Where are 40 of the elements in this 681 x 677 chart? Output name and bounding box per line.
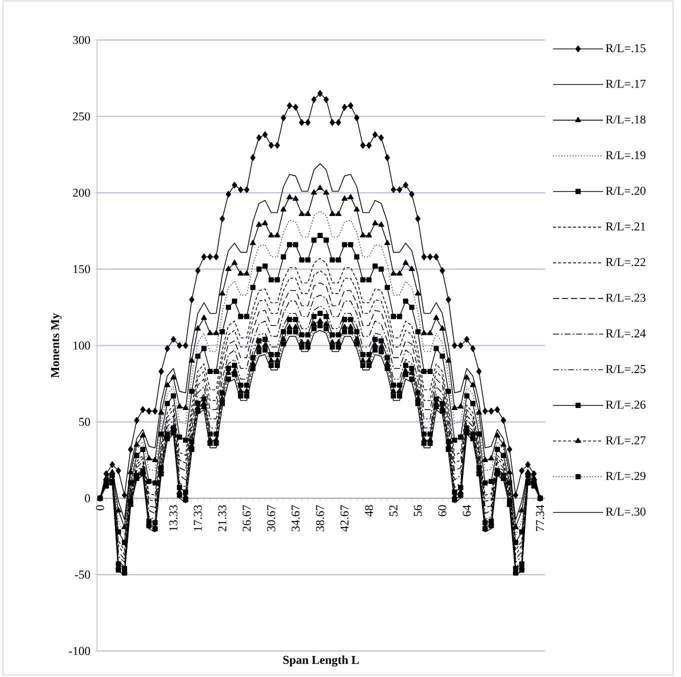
y-tick-label: 200: [73, 188, 90, 197]
x-tick-label: 42.67: [340, 505, 349, 532]
x-tick-label: 0: [96, 505, 104, 510]
x-tick-label: 48: [364, 505, 374, 517]
legend-label: R/L=.23: [606, 294, 646, 302]
x-tick-label: 38.67: [316, 505, 324, 532]
x-tick-label: 26.67: [242, 505, 251, 532]
legend-label: R/L=.25: [606, 365, 646, 374]
x-tick-label: 21.33: [218, 505, 226, 532]
legend-label: R/L=.29: [606, 472, 646, 480]
y-tick-label: 100: [74, 341, 90, 350]
y-tick-label: -100: [68, 646, 90, 656]
legend-label: R/L=.30: [606, 508, 646, 516]
x-tick-label: 60: [438, 505, 446, 516]
legend-label: R/L=.19: [606, 151, 646, 160]
x-tick-label: 13.33: [169, 505, 178, 531]
legend-label: R/L=.24: [606, 329, 646, 338]
x-tick-label: 64: [462, 504, 471, 516]
x-tick-label: 17.33: [194, 505, 202, 531]
x-tick-label: 77.34: [536, 504, 544, 531]
y-tick-label: 50: [79, 418, 90, 426]
y-tick-label: 300: [73, 36, 90, 44]
legend-label: R/L=.18: [606, 115, 646, 124]
y-tick-label: 250: [73, 112, 90, 120]
legend-label: R/L=.22: [606, 258, 646, 266]
legend-label: R/L=.17: [606, 80, 646, 88]
y-tick-label: -50: [74, 570, 90, 579]
x-tick-label: 34.67: [292, 505, 300, 532]
y-tick-label: 150: [74, 265, 90, 274]
legend-label: R/L=.27: [606, 436, 646, 444]
x-axis-title: Span Length L: [283, 656, 359, 666]
y-axis-title: Monents My: [51, 313, 62, 378]
legend-label: R/L=.26: [606, 400, 646, 409]
y-tick-label: 0: [84, 494, 90, 502]
x-tick-label: 52: [389, 505, 398, 516]
legend-label: R/L=.20: [606, 186, 646, 195]
x-tick-label: 30.67: [267, 505, 276, 532]
x-tick-label: 56: [414, 505, 422, 516]
legend-label: R/L=.21: [606, 222, 646, 231]
legend-label: R/L=.15: [606, 44, 646, 52]
